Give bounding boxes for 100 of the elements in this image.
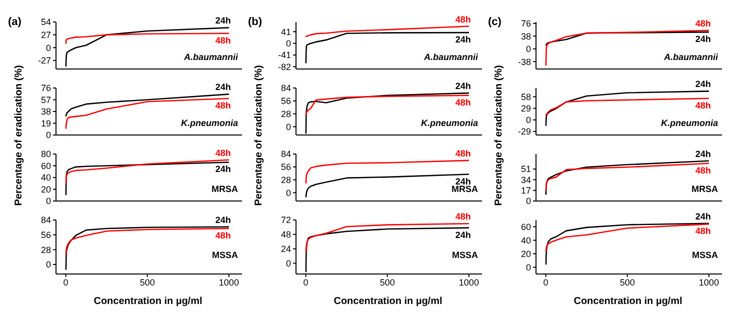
y-tick-label: -82 xyxy=(278,62,291,72)
series-label: 24h xyxy=(695,79,711,90)
line-series xyxy=(305,94,470,116)
y-tick-label: -41 xyxy=(278,50,291,60)
series-label: 48h xyxy=(455,97,471,108)
y-tick-label: 19 xyxy=(40,118,51,128)
y-tick-label: 20 xyxy=(40,184,51,194)
y-tick-label: 0 xyxy=(286,258,291,268)
y-tick-label: 60 xyxy=(520,222,531,232)
y-tick-label: 84 xyxy=(40,215,51,226)
y-tick-label: 0 xyxy=(526,262,531,272)
y-axis-title: Percentage of eradication (%) xyxy=(254,64,264,208)
series-label: 48h xyxy=(215,35,231,46)
chart-title: (b) xyxy=(248,16,262,28)
series-label: 24h xyxy=(695,148,711,159)
series-label: 24h xyxy=(215,164,231,174)
y-tick-label: 57 xyxy=(40,94,51,105)
annotation: MSSA xyxy=(212,250,238,260)
y-tick-label: 27 xyxy=(40,30,51,40)
annotation: K.pneumonia xyxy=(660,118,718,128)
line-series xyxy=(545,223,710,252)
series-label: 24h xyxy=(695,34,711,44)
annotation: MSSA xyxy=(452,250,478,260)
y-tick-label: 54 xyxy=(40,17,51,28)
y-tick-label: 80 xyxy=(40,149,51,160)
y-tick-label: 24 xyxy=(280,244,291,254)
y-tick-label: 38 xyxy=(40,106,51,117)
line-series xyxy=(305,26,470,38)
y-tick-label: 56 xyxy=(280,162,291,172)
y-tick-label: 0 xyxy=(46,42,51,53)
y-tick-label: 28 xyxy=(280,175,291,185)
annotation: A.baumannii xyxy=(424,52,478,62)
y-tick-label: 76 xyxy=(40,83,51,94)
x-tick-label: 0 xyxy=(63,277,68,288)
series-label: 24h xyxy=(455,230,471,240)
y-tick-label: 56 xyxy=(280,96,291,106)
y-tick-label: 0 xyxy=(46,196,51,206)
y-tick-label: -38 xyxy=(518,56,531,67)
x-axis-title: Concentration in µg/ml xyxy=(572,296,684,307)
y-tick-label: 0 xyxy=(526,196,531,206)
y-tick-label: 0 xyxy=(286,38,291,49)
annotation: A.baumannii xyxy=(184,52,238,62)
line-series xyxy=(305,160,470,184)
y-tick-label: 0 xyxy=(46,130,51,140)
annotation: K.pneumonia xyxy=(420,118,478,128)
y-tick-label: 0 xyxy=(526,115,531,126)
x-tick-label: 500 xyxy=(140,277,155,288)
series-label: 48h xyxy=(695,100,711,110)
y-tick-label: -27 xyxy=(38,56,51,66)
series-label: 24h xyxy=(455,34,471,45)
chart-title: (a) xyxy=(8,16,22,28)
y-tick-label: 41 xyxy=(280,26,291,37)
chart-title: (c) xyxy=(488,16,502,28)
line-series xyxy=(545,98,710,117)
series-label: 48h xyxy=(215,230,231,240)
y-tick-label: 38 xyxy=(520,31,531,42)
y-axis-title: Percentage of eradication (%) xyxy=(494,64,504,208)
series-label: 48h xyxy=(215,148,231,158)
line-series xyxy=(65,159,230,184)
y-tick-label: 40 xyxy=(40,172,51,183)
series-label: 48h xyxy=(455,212,471,222)
series-label: 48h xyxy=(455,14,471,24)
series-label: 24h xyxy=(455,176,471,186)
x-tick-label: 1000 xyxy=(218,277,239,288)
annotation: K.pneumonia xyxy=(180,118,238,128)
y-tick-label: 0 xyxy=(526,44,531,54)
x-tick-label: 1000 xyxy=(458,277,479,288)
y-tick-label: -29 xyxy=(518,126,531,137)
line-series xyxy=(65,32,230,44)
series-label: 24h xyxy=(215,214,231,225)
y-tick-label: 58 xyxy=(520,92,531,102)
series-label: 24h xyxy=(455,81,471,92)
series-label: 48h xyxy=(455,148,471,158)
x-tick-label: 1000 xyxy=(698,277,719,288)
series-label: 48h xyxy=(215,100,231,111)
line-series xyxy=(305,222,470,254)
line-series xyxy=(65,94,230,118)
series-label: 48h xyxy=(695,18,711,28)
y-tick-label: 60 xyxy=(40,160,51,171)
x-tick-label: 500 xyxy=(380,277,395,288)
series-label: 24h xyxy=(695,211,711,222)
y-tick-label: 17 xyxy=(520,186,531,196)
y-tick-label: 34 xyxy=(520,174,531,185)
x-tick-label: 0 xyxy=(543,277,548,288)
y-tick-label: 51 xyxy=(520,164,531,174)
annotation: MRSA xyxy=(692,184,718,194)
y-tick-label: 29 xyxy=(520,104,531,114)
series-label: 48h xyxy=(695,165,711,176)
annotation: MRSA xyxy=(212,184,238,194)
y-tick-label: 56 xyxy=(40,230,51,240)
y-tick-label: 28 xyxy=(280,109,291,119)
y-tick-label: 0 xyxy=(286,122,291,132)
y-axis-title: Percentage of eradication (%) xyxy=(14,64,24,208)
x-tick-label: 0 xyxy=(303,277,308,288)
x-axis-title: Concentration in µg/ml xyxy=(92,296,204,307)
y-tick-label: 0 xyxy=(286,188,291,198)
y-tick-label: 48 xyxy=(280,230,291,240)
annotation: MRSA xyxy=(452,184,478,194)
x-tick-label: 500 xyxy=(620,277,635,288)
y-tick-label: 76 xyxy=(520,18,531,29)
